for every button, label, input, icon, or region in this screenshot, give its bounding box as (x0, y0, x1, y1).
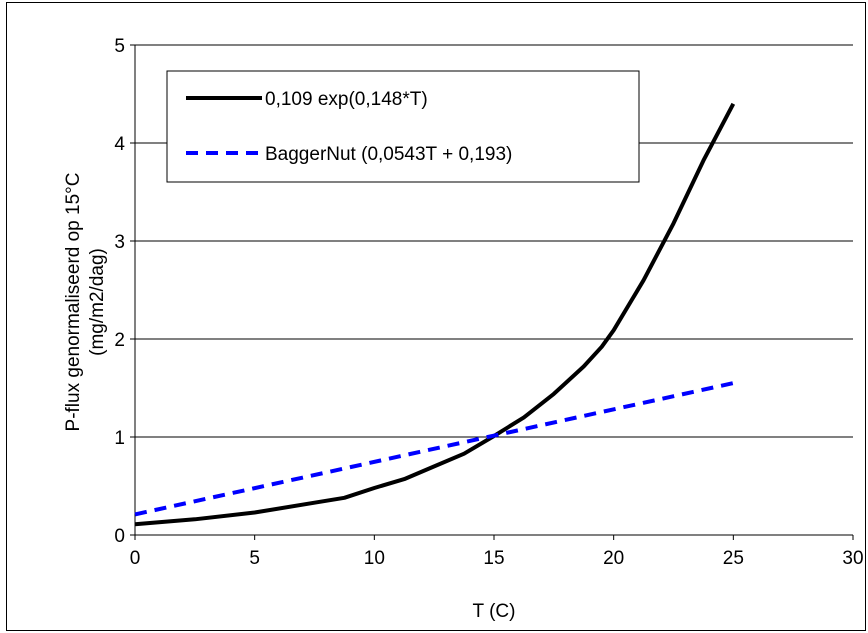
y-tick-label: 4 (114, 134, 125, 155)
x-tick-label: 25 (723, 548, 744, 569)
x-tick-label: 0 (130, 548, 141, 569)
legend-label-baggernut: BaggerNut (0,0543T + 0,193) (265, 144, 512, 165)
y-tick-label: 3 (114, 232, 125, 253)
x-tick-labels: 0 5 10 15 20 25 30 (130, 548, 864, 569)
x-tick-label: 10 (364, 548, 385, 569)
y-tick-labels: 0 1 2 3 4 5 (114, 36, 125, 547)
x-tick-label: 20 (603, 548, 624, 569)
x-tick-label: 15 (483, 548, 504, 569)
y-axis-title-line1: P-flux genormaliseerd op 15°C (63, 173, 84, 432)
y-tick-label: 2 (114, 330, 125, 351)
legend: 0,109 exp(0,148*T) BaggerNut (0,0543T + … (166, 70, 640, 183)
series-group (134, 102, 736, 527)
y-tick-label: 1 (114, 428, 125, 449)
legend-box (166, 70, 640, 183)
axes (130, 44, 854, 540)
legend-label-exp: 0,109 exp(0,148*T) (265, 89, 428, 110)
x-tick-label: 5 (249, 548, 260, 569)
series-line-baggernut (134, 381, 734, 517)
y-axis-title-line2: (mg/m2/dag) (87, 248, 108, 356)
y-tick-label: 5 (114, 36, 125, 57)
y-tick-label: 0 (114, 526, 125, 547)
x-axis-title: T (C) (473, 601, 516, 622)
gridlines (135, 44, 853, 438)
x-tick-label: 30 (842, 548, 863, 569)
